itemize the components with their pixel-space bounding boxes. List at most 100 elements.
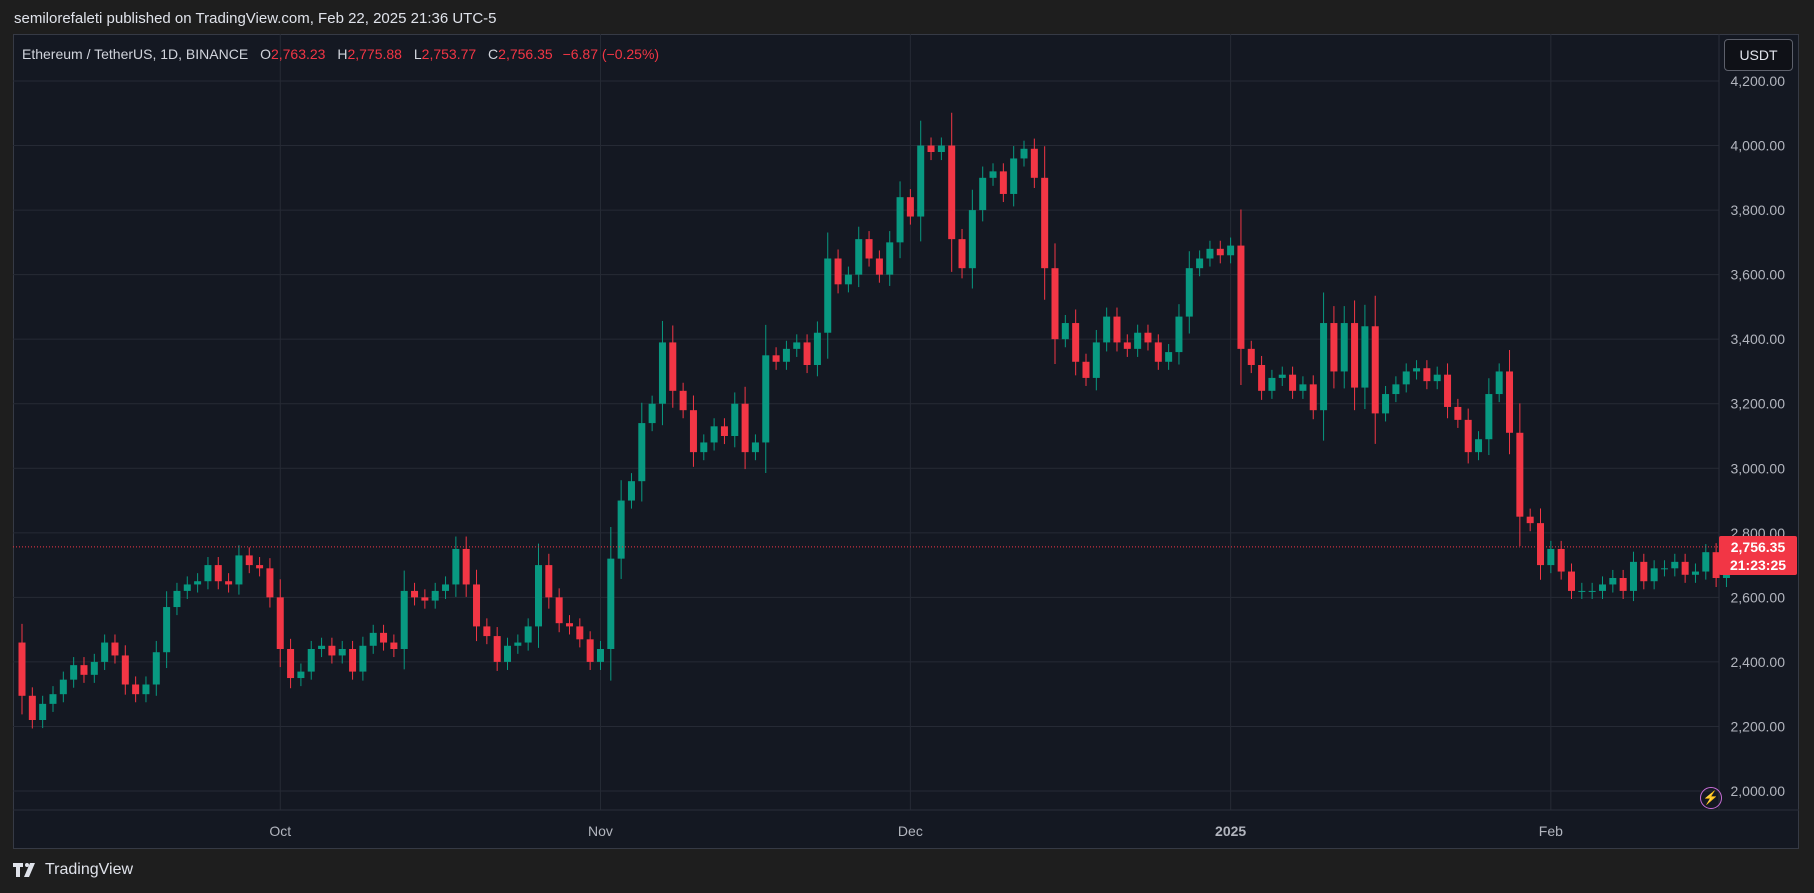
candle-body [1351,323,1359,388]
candle [968,189,976,289]
candle [1154,334,1162,370]
candle [121,645,129,695]
candle [1309,375,1317,420]
y-tick-label: 4,200.00 [1731,73,1786,89]
y-tick-label: 2,600.00 [1731,589,1786,605]
candle [39,695,47,729]
candle [1175,304,1183,365]
candle [1671,553,1679,577]
candle-body [803,342,811,365]
candle [607,527,615,681]
candle-body [999,171,1007,194]
candle [1258,355,1266,400]
y-tick-label: 3,000.00 [1731,460,1786,476]
candle-body [1041,177,1049,269]
candle [504,637,512,670]
symbol-name: Ethereum / TetherUS, 1D, BINANCE [22,46,249,62]
candle [1485,378,1493,456]
candle-body [731,403,739,436]
candle-body [1433,374,1441,382]
candle [483,618,491,645]
candle [824,232,832,359]
candle-body [1340,323,1348,372]
candle [1702,544,1710,580]
y-tick-label: 3,800.00 [1731,202,1786,218]
candle-body [1629,561,1637,591]
candle-body [369,632,377,646]
candle-body [1371,326,1379,414]
candle [28,687,36,729]
y-tick-label: 2,200.00 [1731,718,1786,734]
candle-body [669,342,677,391]
candle [1537,508,1545,580]
open-label: O [260,46,271,62]
x-tick-label: 2025 [1215,823,1246,839]
candle-body [256,565,264,569]
tradingview-logo[interactable]: TradingView [13,861,133,879]
open-value: 2,763.23 [270,46,326,62]
candle [1619,569,1627,599]
candle [772,347,780,370]
candle [1495,363,1503,403]
candle-body [1320,323,1328,411]
candle-body [545,565,553,598]
candle-body [1103,316,1111,343]
candle [235,545,243,595]
candle-body [1082,361,1090,378]
candle [927,137,935,161]
candle [514,634,522,654]
candle [80,657,88,683]
candle-body [917,145,925,217]
candle [1134,324,1142,357]
candle [1082,353,1090,386]
candle-body [173,590,181,608]
candle-body [896,197,904,243]
candle [1464,408,1472,464]
candle [1361,304,1369,410]
candle-body [535,565,542,627]
currency-button[interactable]: USDT [1724,39,1793,71]
candle-body [720,426,728,436]
candle [132,676,140,703]
candle [369,624,377,654]
candle-body [824,258,832,333]
candle [493,627,501,671]
candle-body [1382,394,1390,414]
candle-body [1660,568,1668,570]
candle [1423,360,1431,390]
candle-body [741,403,749,453]
candle [194,573,202,593]
candle-body [772,355,780,362]
candle-body [968,210,976,269]
candle-body [1299,384,1307,391]
price-axis: 4,200.00 4,000.00 3,800.00 3,600.00 3,400.00… [1731,73,1786,799]
candle [1216,240,1224,264]
candle [524,618,532,651]
candle-body [1537,523,1545,566]
candle-body [142,684,150,695]
candle [638,402,646,502]
lightning-icon[interactable]: ⚡ [1700,787,1722,809]
candle [101,634,109,670]
candle [1010,146,1018,207]
candle-body [163,607,171,653]
candle-body [1010,158,1018,194]
candle-body [49,694,57,704]
candle-body [875,258,883,275]
candle-body [1206,248,1214,259]
candle [111,634,119,664]
candle-body [1516,432,1524,517]
candle [658,320,666,426]
candle [782,340,790,370]
low-label: L [413,46,422,62]
candles [18,112,1761,729]
candle [1444,363,1452,419]
candle [1640,553,1648,590]
candle-body [1165,352,1173,362]
candle [1268,369,1276,399]
candle-body [307,649,315,672]
candle [400,570,408,670]
candle-body [1175,316,1183,353]
candle [1712,543,1720,588]
